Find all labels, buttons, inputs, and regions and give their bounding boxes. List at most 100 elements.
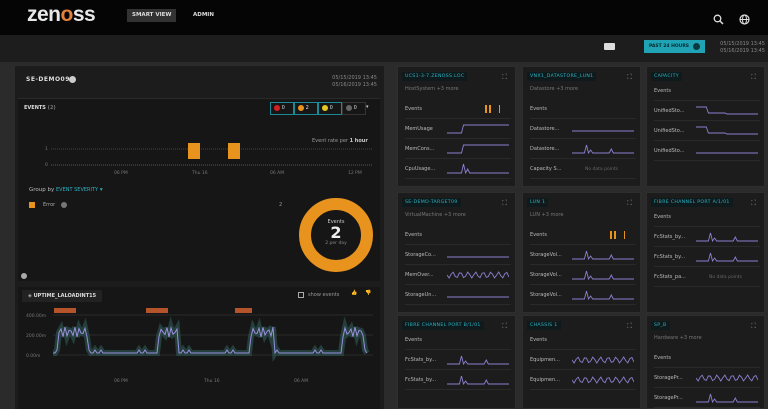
metric-row[interactable]: FcStats_by... <box>654 228 760 247</box>
metric-row[interactable]: UnifiedSto... <box>654 142 760 161</box>
metric-title: UPTIME_LALOADINT15 <box>33 293 97 299</box>
metric-row[interactable]: UnifiedSto... <box>654 122 760 141</box>
metric-label: Events <box>530 337 547 343</box>
thumbs-down-icon[interactable]: 👎 <box>365 290 372 296</box>
metric-row[interactable]: Events <box>405 226 511 245</box>
zenoss-logo[interactable]: zenoss <box>27 3 96 26</box>
metric-row[interactable]: MemCons... <box>405 140 511 159</box>
metric-row[interactable]: Datastore... <box>530 140 636 159</box>
metric-row[interactable]: MemUsage <box>405 120 511 139</box>
card-title[interactable]: UCS1-3-7.ZENOSS.LOC <box>402 72 468 81</box>
metric-row[interactable]: Events <box>530 100 636 119</box>
expand-icon[interactable]: ⛶ <box>627 322 632 330</box>
metric-row[interactable]: FcStats_by... <box>654 248 760 267</box>
metric-row[interactable]: CpuUsage... <box>405 160 511 179</box>
card-title[interactable]: FIBRE CHANNEL PORT A/1/01 <box>651 198 733 207</box>
metric-row[interactable]: Events <box>530 331 636 350</box>
show-events-checkbox[interactable] <box>298 292 304 298</box>
card-title[interactable]: VNX1_DATASTORE_LUN1 <box>527 72 597 81</box>
events-menu-chevron-icon[interactable]: ▾ <box>366 104 369 110</box>
card-title[interactable]: FIBRE CHANNEL PORT B/1/01 <box>402 321 484 330</box>
view-toggle-icon[interactable] <box>604 43 615 50</box>
metric-row[interactable]: StorageUn... <box>405 286 511 305</box>
card-title[interactable]: SP_B <box>651 321 670 330</box>
metric-label: FcStats_by... <box>654 254 686 260</box>
info-icon[interactable] <box>21 273 27 279</box>
device-card[interactable]: LUN 1 ⛶ LUN +3 more Events StorageVol... Stor… <box>522 192 641 313</box>
info-icon[interactable] <box>61 202 67 208</box>
metric-row[interactable]: Equipmen... <box>530 351 636 370</box>
metric-row[interactable]: Events <box>405 331 511 350</box>
legend-count: 2 <box>279 202 283 208</box>
nav-smart-view[interactable]: SMART VIEW <box>127 9 177 22</box>
search-icon[interactable] <box>713 10 724 29</box>
metric-row[interactable]: Events <box>405 100 511 119</box>
card-title[interactable]: CHASSIS 1 <box>527 321 561 330</box>
device-card[interactable]: UCS1-3-7.ZENOSS.LOC ⛶ HostSystem +3 more Ev… <box>397 66 516 187</box>
metric-row[interactable]: FcStats_pa... No data points <box>654 268 760 287</box>
metric-row[interactable]: StoragePr... <box>654 389 760 408</box>
severity-filter-warning[interactable]: 0 <box>318 102 342 115</box>
x-tick: 06 PM <box>114 170 128 176</box>
metric-sparkline <box>447 271 509 279</box>
group-by-label: Group by <box>29 187 55 193</box>
severity-filter-info[interactable]: 0 <box>342 102 366 115</box>
metric-row[interactable]: Events <box>654 349 760 368</box>
time-range-button[interactable]: PAST 24 HOURS <box>644 40 705 53</box>
metric-line <box>53 325 368 355</box>
metric-row[interactable]: StorageVol... <box>530 266 636 285</box>
metric-row[interactable]: Events <box>654 208 760 227</box>
metric-sparkline <box>572 250 634 261</box>
metric-row[interactable]: StoragePr... <box>654 369 760 388</box>
metric-row[interactable]: Datastore... <box>530 120 636 139</box>
metric-sparkline <box>696 374 758 382</box>
nav-admin[interactable]: ADMIN <box>193 12 214 18</box>
thumbs-up-icon[interactable]: 👍 <box>351 290 358 296</box>
device-card[interactable]: SP_B ⛶ Hardware +3 more Events StoragePr... S… <box>646 315 765 409</box>
rate-label: Event rate per <box>312 138 348 144</box>
metric-row[interactable]: Events <box>530 226 636 245</box>
chevron-down-icon[interactable]: ▾ <box>99 187 103 193</box>
device-card[interactable]: SE-DEMO-TARGET09 ⛶ VirtualMachine +3 more E… <box>397 192 516 313</box>
device-card[interactable]: FIBRE CHANNEL PORT A/1/01 ⛶ Events FcStats_… <box>646 192 765 313</box>
metric-row[interactable]: StorageCo... <box>405 246 511 265</box>
expand-icon[interactable]: ⛶ <box>627 199 632 207</box>
device-card[interactable]: FIBRE CHANNEL PORT B/1/01 ⛶ Events FcStats_… <box>397 315 516 409</box>
metric-row[interactable]: StorageVol... <box>530 286 636 305</box>
expand-icon[interactable]: ⛶ <box>751 322 756 330</box>
device-dates: 05/15/2019 13:45 05/16/2019 13:45 <box>315 75 377 89</box>
severity-warning-icon <box>322 104 328 111</box>
expand-icon[interactable]: ⛶ <box>502 73 507 81</box>
metric-label: Events <box>654 214 671 220</box>
card-title[interactable]: LUN 1 <box>527 198 549 207</box>
metric-row[interactable]: Events <box>654 82 760 101</box>
metric-row[interactable]: FcStats_by... <box>405 371 511 390</box>
card-title[interactable]: SE-DEMO-TARGET09 <box>402 198 461 207</box>
severity-filter-error[interactable]: 2 <box>294 102 318 115</box>
metric-label: Capacity S... <box>530 166 562 172</box>
expand-icon[interactable]: ⛶ <box>627 73 632 81</box>
device-card[interactable]: CAPACITY ⛶ Events UnifiedSto... UnifiedSto..… <box>646 66 765 187</box>
metric-row[interactable]: StorageVol... <box>530 246 636 265</box>
device-card[interactable]: VNX1_DATASTORE_LUN1 ⛶ Datastore +3 more Eve… <box>522 66 641 187</box>
info-icon[interactable] <box>69 76 76 83</box>
metric-label: MemCons... <box>405 146 435 152</box>
metric-sparkline <box>572 356 634 364</box>
device-card[interactable]: CHASSIS 1 ⛶ Events Equipmen... Equipmen... <box>522 315 641 409</box>
metric-row[interactable]: FcStats_by... <box>405 351 511 370</box>
expand-icon[interactable]: ⛶ <box>751 73 756 81</box>
severity-filter-critical[interactable]: 0 <box>270 102 294 115</box>
expand-icon[interactable]: ⛶ <box>502 322 507 330</box>
metric-row[interactable]: Capacity S... No data points <box>530 160 636 179</box>
expand-icon[interactable]: ⛶ <box>751 199 756 207</box>
expand-icon[interactable]: ⛶ <box>502 199 507 207</box>
metric-row[interactable]: Equipmen... <box>530 371 636 390</box>
rate-unit: 1 hour <box>349 138 368 144</box>
group-by-select[interactable]: EVENT SEVERITY <box>56 187 99 193</box>
metric-row[interactable]: UnifiedSto... <box>654 102 760 121</box>
legend-swatch <box>29 202 35 208</box>
card-title[interactable]: CAPACITY <box>651 72 682 81</box>
metric-row[interactable]: MemOver... <box>405 266 511 285</box>
globe-icon[interactable] <box>739 10 750 29</box>
metric-band <box>52 316 370 362</box>
